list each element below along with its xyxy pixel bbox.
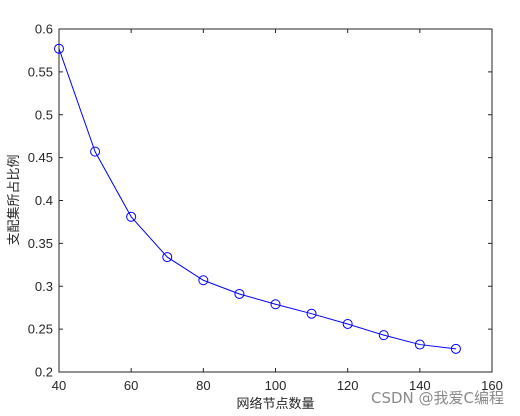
y-tick-label: 0.5: [35, 107, 53, 122]
y-tick-label: 0.35: [28, 236, 53, 251]
y-tick-label: 0.4: [35, 193, 53, 208]
data-point: [126, 211, 137, 222]
y-axis: 0.2 0.25 0.3 0.35 0.4 0.45 0.5 0.55 0.6: [28, 22, 492, 380]
x-axis: 40 60 80 100 120 140 160: [52, 29, 503, 393]
y-tick-label: 0.45: [28, 150, 53, 165]
data-point: [306, 308, 317, 319]
x-tick-label: 60: [124, 378, 138, 393]
series-line: [58, 48, 456, 350]
data-point: [450, 343, 461, 354]
data-point: [90, 146, 101, 157]
y-tick-label: 0.2: [35, 365, 53, 380]
y-axis-title: 支配集所占比例: [6, 154, 22, 245]
x-axis-title: 网络节点数量: [236, 396, 314, 412]
x-tick-label: 40: [52, 378, 66, 393]
y-tick-label: 0.55: [28, 64, 53, 79]
x-tick-label: 120: [337, 378, 359, 393]
data-point: [270, 299, 281, 310]
data-point: [342, 318, 353, 329]
data-point: [54, 43, 64, 54]
plot-area: [58, 28, 493, 373]
x-tick-label: 160: [481, 378, 503, 393]
y-tick-label: 0.3: [35, 279, 53, 294]
data-point: [162, 252, 173, 263]
x-tick-label: 100: [265, 378, 287, 393]
y-tick-label: 0.25: [28, 322, 53, 337]
data-point: [378, 330, 389, 341]
data-point: [414, 339, 425, 350]
x-tick-label: 80: [196, 378, 210, 393]
data-point: [234, 288, 245, 299]
y-tick-label: 0.6: [35, 22, 53, 37]
series-markers: [54, 43, 461, 354]
x-tick-label: 140: [409, 378, 431, 393]
data-point: [198, 275, 209, 286]
watermark: CSDN @我爱C编程: [370, 389, 504, 407]
